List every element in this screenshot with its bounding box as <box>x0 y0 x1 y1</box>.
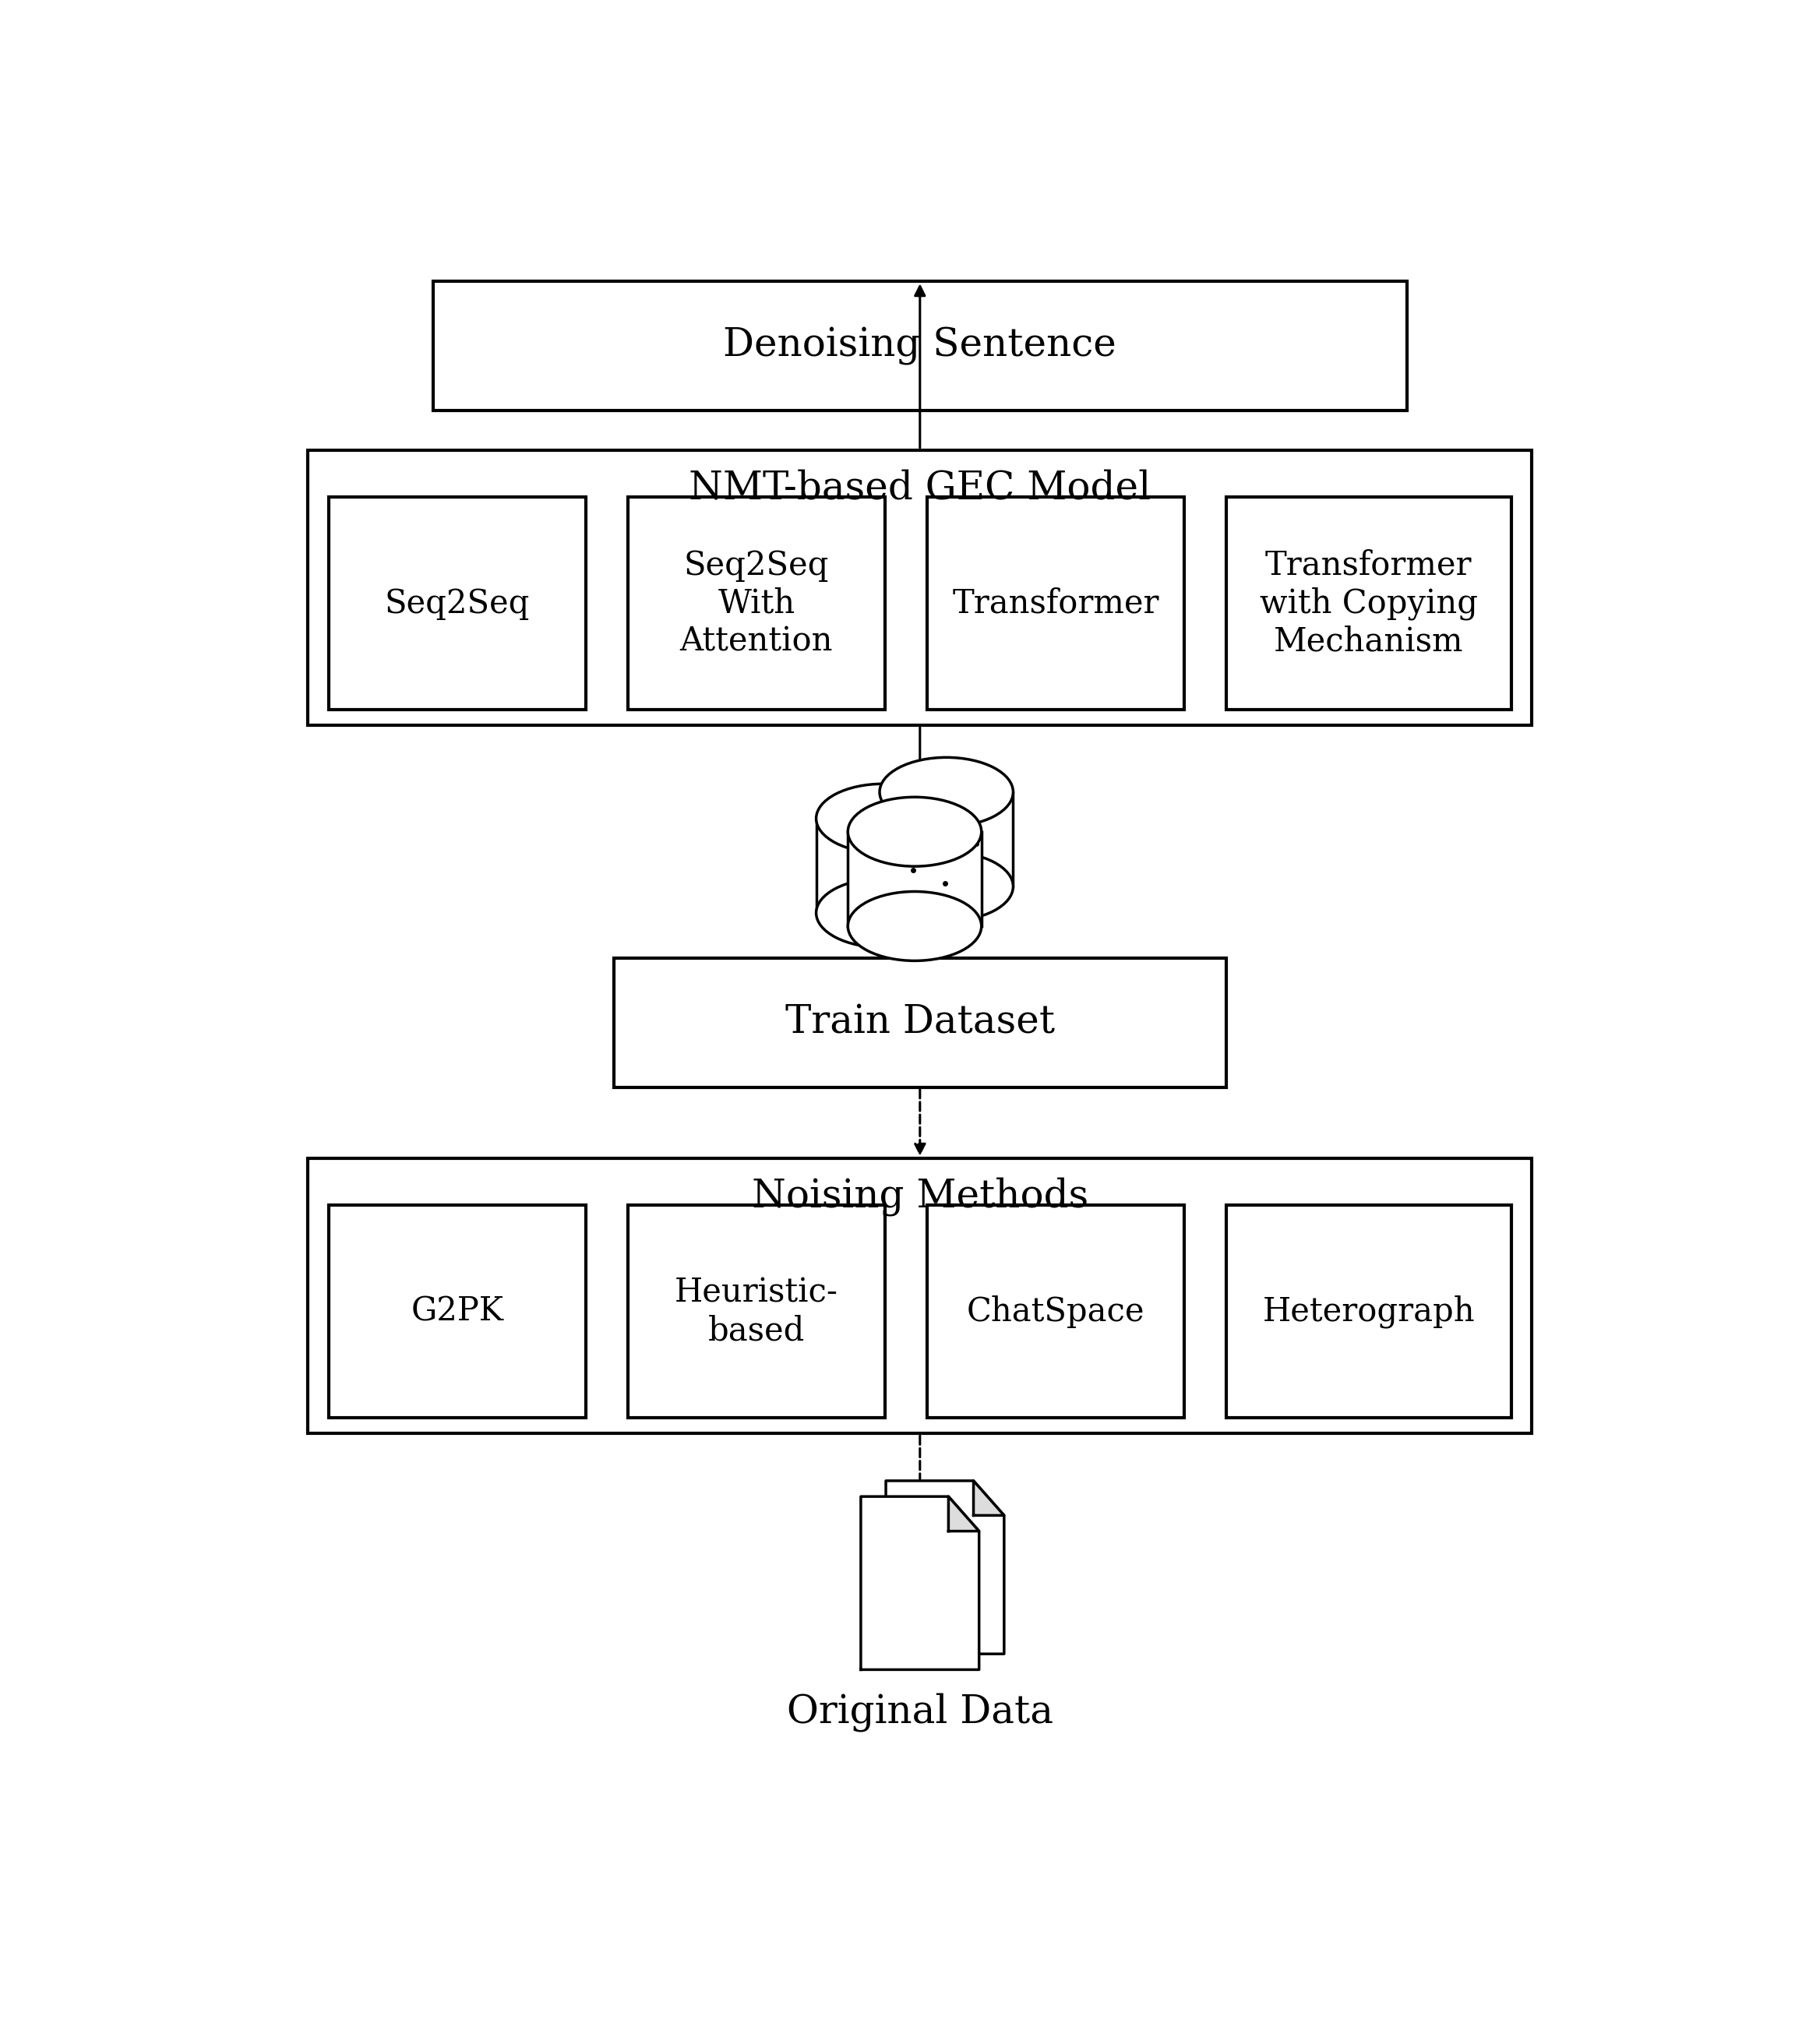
FancyBboxPatch shape <box>614 959 1226 1087</box>
Text: ChatSpace: ChatSpace <box>966 1296 1145 1329</box>
Text: Transformer: Transformer <box>951 587 1160 619</box>
Ellipse shape <box>817 783 950 852</box>
FancyBboxPatch shape <box>1226 497 1511 709</box>
Text: Heuristic-
based: Heuristic- based <box>675 1275 838 1347</box>
Bar <box>847 832 982 926</box>
Ellipse shape <box>847 891 982 961</box>
FancyBboxPatch shape <box>328 1206 585 1419</box>
FancyBboxPatch shape <box>309 1159 1531 1433</box>
Text: Heterograph: Heterograph <box>1262 1296 1475 1329</box>
Text: Denoising Sentence: Denoising Sentence <box>723 327 1116 366</box>
Ellipse shape <box>847 797 982 867</box>
FancyBboxPatch shape <box>1226 1206 1511 1419</box>
Polygon shape <box>887 1480 1003 1654</box>
Ellipse shape <box>880 852 1012 922</box>
Text: Seq2Seq: Seq2Seq <box>384 587 530 619</box>
FancyBboxPatch shape <box>328 497 585 709</box>
Text: Original Data: Original Data <box>786 1692 1054 1731</box>
Text: NMT-based GEC Model: NMT-based GEC Model <box>689 468 1151 507</box>
FancyBboxPatch shape <box>309 450 1531 726</box>
FancyBboxPatch shape <box>433 282 1407 411</box>
Ellipse shape <box>880 758 1012 826</box>
Text: Transformer
with Copying
Mechanism: Transformer with Copying Mechanism <box>1260 550 1477 658</box>
Polygon shape <box>862 1496 978 1670</box>
Ellipse shape <box>817 879 950 948</box>
FancyBboxPatch shape <box>926 497 1185 709</box>
Bar <box>817 818 950 914</box>
Text: Train Dataset: Train Dataset <box>784 1004 1055 1042</box>
FancyBboxPatch shape <box>628 1206 885 1419</box>
Text: G2PK: G2PK <box>411 1296 504 1329</box>
Text: Seq2Seq
With
Attention: Seq2Seq With Attention <box>680 550 833 658</box>
Text: Noising Methods: Noising Methods <box>752 1177 1088 1216</box>
FancyBboxPatch shape <box>926 1206 1185 1419</box>
Polygon shape <box>973 1480 1003 1515</box>
FancyBboxPatch shape <box>628 497 885 709</box>
Bar <box>880 791 1012 887</box>
Polygon shape <box>948 1496 978 1531</box>
